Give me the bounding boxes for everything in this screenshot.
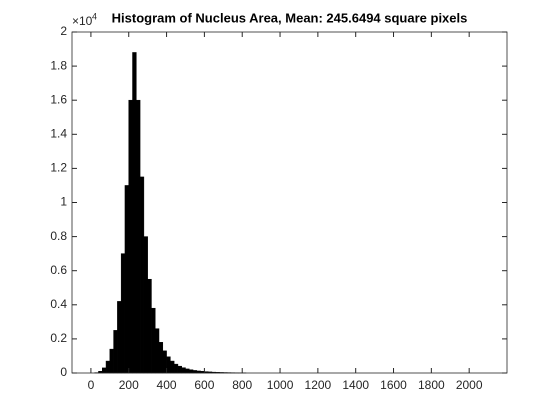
bar — [166, 356, 171, 374]
bar — [139, 176, 145, 374]
bar — [124, 185, 129, 374]
bar — [120, 253, 126, 374]
x-tick-label: 2000 — [456, 378, 483, 392]
bar — [105, 360, 111, 374]
bar — [181, 367, 186, 374]
y-tick-label: 1.2 — [50, 161, 67, 175]
y-tick-label: 0.4 — [50, 297, 67, 311]
bar — [170, 360, 175, 374]
x-tick-label: 1800 — [418, 378, 445, 392]
bar — [189, 369, 194, 374]
bar — [158, 342, 164, 374]
x-tick-label: 1200 — [305, 378, 332, 392]
bar — [113, 330, 118, 374]
x-tick-label: 400 — [157, 378, 177, 392]
bar — [173, 363, 179, 374]
bar — [102, 367, 107, 374]
bar — [136, 99, 141, 374]
y-tick-label: 1.6 — [50, 92, 67, 106]
y-tick-label: 0.8 — [50, 229, 67, 243]
x-tick-label: 1000 — [267, 378, 294, 392]
x-tick-label: 800 — [232, 378, 252, 392]
x-tick-label: 200 — [119, 378, 139, 392]
bar — [177, 365, 182, 374]
x-tick-label: 0 — [88, 378, 95, 392]
bar — [151, 307, 156, 374]
bar — [128, 99, 133, 374]
y-tick-label: 1 — [60, 195, 67, 209]
bar — [109, 348, 114, 374]
chart-title: Histogram of Nucleus Area, Mean: 245.649… — [112, 10, 468, 25]
y-tick-label: 0.6 — [50, 263, 67, 277]
y-tick-label: 0 — [60, 365, 67, 379]
bar — [154, 328, 160, 374]
y-exponent: 4 — [92, 11, 97, 21]
y-tick-label: 0.2 — [50, 331, 67, 345]
bar — [117, 301, 122, 374]
bar — [132, 52, 137, 374]
x-tick-label: 1400 — [342, 378, 369, 392]
bar — [185, 368, 190, 374]
y-tick-label: 1.8 — [50, 58, 67, 72]
bar — [143, 236, 148, 374]
x-tick-label: 1600 — [380, 378, 407, 392]
y-exponent-label: ×10 — [72, 14, 93, 28]
bar — [147, 278, 152, 374]
y-tick-label: 2 — [60, 24, 67, 38]
x-tick-label: 600 — [194, 378, 214, 392]
y-tick-label: 1.4 — [50, 126, 67, 140]
bar — [162, 350, 167, 374]
